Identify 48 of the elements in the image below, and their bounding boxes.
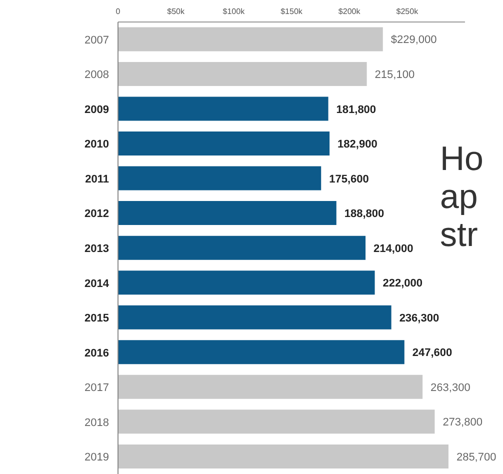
- bar: [118, 270, 375, 295]
- bar: [118, 62, 367, 86]
- data-label: $229,000: [390, 34, 437, 46]
- y-tick-label: 2016: [84, 347, 109, 360]
- data-label: 188,800: [344, 208, 384, 220]
- data-label: 182,900: [338, 138, 378, 151]
- data-label: 273,800: [442, 416, 482, 429]
- y-tick-label: 2009: [84, 104, 109, 116]
- annotation: Ho: [440, 140, 484, 178]
- data-label: 236,300: [399, 312, 440, 324]
- data-label: 247,600: [412, 347, 452, 360]
- bar: [118, 236, 366, 260]
- x-tick-label: $250k: [396, 7, 420, 16]
- bar: [118, 374, 423, 399]
- data-label: 214,000: [374, 242, 414, 255]
- bar: [118, 132, 330, 156]
- data-label: 263,300: [430, 382, 470, 394]
- data-label: 222,000: [382, 278, 423, 290]
- x-tick-label: $150k: [280, 7, 304, 16]
- y-tick-label: 2007: [84, 34, 109, 46]
- y-tick-label: 2014: [84, 278, 110, 290]
- bar: [118, 27, 383, 52]
- y-tick-label: 2017: [84, 382, 109, 394]
- x-tick-label: $50k: [167, 7, 186, 16]
- x-tick-label: $100k: [222, 7, 246, 16]
- bar: [118, 444, 448, 468]
- bar: [118, 305, 392, 330]
- annotation: ap: [440, 178, 479, 216]
- data-label: 181,800: [336, 104, 376, 116]
- y-tick-label: 2019: [84, 452, 109, 464]
- data-label: 175,600: [329, 173, 369, 186]
- y-tick-label: 2015: [84, 312, 109, 325]
- bar: [118, 201, 336, 226]
- bar: [118, 340, 404, 364]
- y-tick-label: 2018: [84, 416, 109, 429]
- annotation: str: [440, 216, 479, 254]
- y-tick-label: 2010: [84, 138, 109, 151]
- bar: [118, 166, 322, 190]
- x-tick-label: 0: [116, 7, 121, 16]
- y-tick-label: 2012: [84, 208, 109, 220]
- data-label: 285,700: [456, 451, 496, 464]
- y-tick-label: 2013: [84, 243, 109, 255]
- y-tick-label: 2008: [84, 69, 109, 82]
- x-tick-label: $200k: [338, 7, 362, 16]
- bar: [118, 410, 435, 434]
- bar: [118, 96, 328, 121]
- data-label: 215,100: [374, 68, 415, 81]
- y-tick-label: 2011: [85, 173, 109, 186]
